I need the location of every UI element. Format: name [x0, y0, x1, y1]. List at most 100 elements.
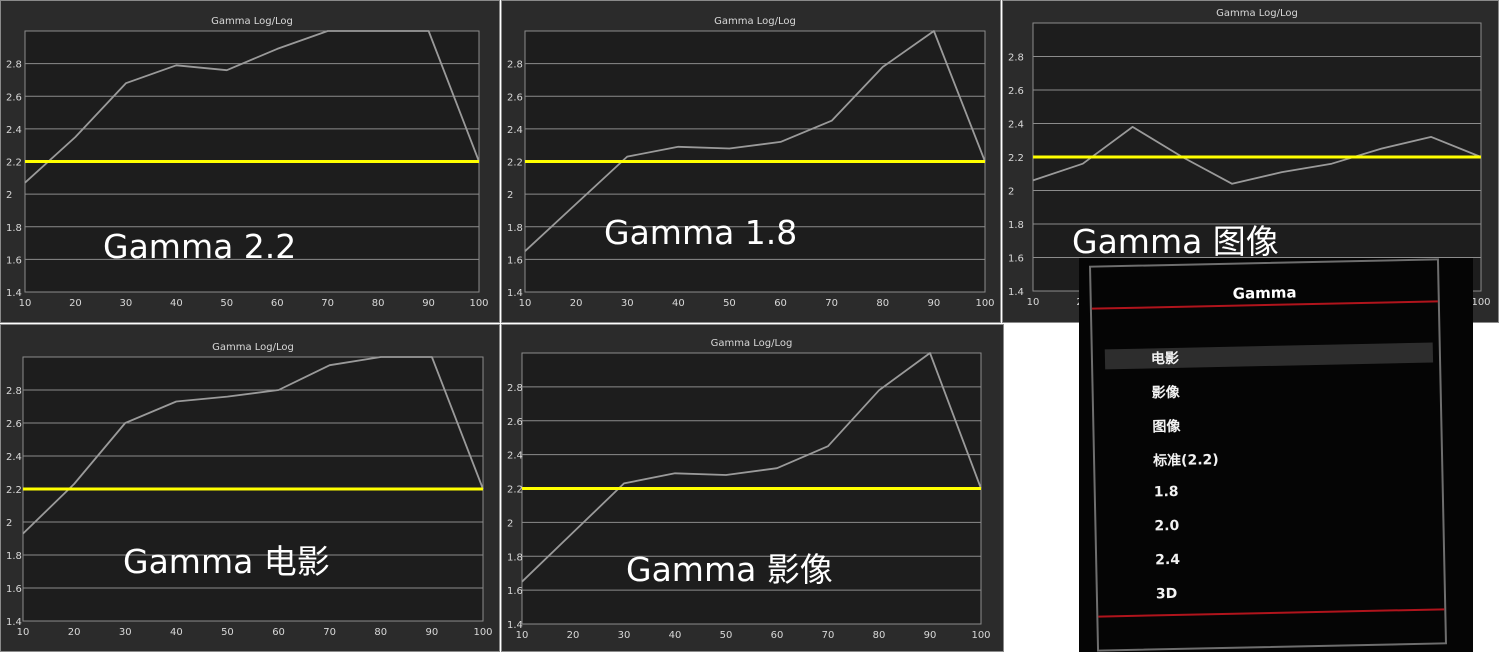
y-tick-label: 2.2 [6, 158, 22, 169]
y-tick-label: 1.8 [507, 552, 523, 563]
x-tick-label: 40 [170, 298, 183, 309]
y-tick-label: 1.8 [6, 551, 22, 562]
x-tick-label: 40 [170, 627, 183, 638]
chart-title: Gamma Log/Log [211, 16, 293, 27]
y-tick-label: 2.2 [6, 485, 22, 496]
osd-item-3d[interactable]: 3D [1155, 585, 1178, 603]
osd-item-image[interactable]: 图像 [1152, 418, 1181, 436]
chart-title: Gamma Log/Log [212, 342, 294, 353]
x-tick-label: 20 [68, 627, 81, 638]
x-tick-label: 20 [570, 298, 583, 309]
measured-gamma-line [22, 356, 484, 535]
y-tick-label: 2.8 [6, 60, 22, 71]
x-tick-label: 100 [975, 298, 994, 309]
x-tick-label: 40 [672, 298, 685, 309]
x-tick-label: 50 [221, 627, 234, 638]
x-tick-label: 50 [723, 298, 736, 309]
x-tick-label: 90 [924, 630, 937, 641]
x-tick-label: 60 [271, 298, 284, 309]
x-tick-label: 70 [323, 627, 336, 638]
gamma-chart-image: Gamma Log/Log1.41.61.822.22.42.62.810203… [1008, 8, 1491, 308]
chart-title: Gamma Log/Log [714, 16, 796, 27]
y-tick-label: 2.4 [6, 452, 22, 463]
measured-gamma-line [524, 30, 986, 252]
gamma-chart-1-8: Gamma Log/Log 1.4 1.6 1.8 2 2.2 2.4 2.6 2.8 10 20 3… [507, 16, 995, 309]
chart-label-gamma-image: Gamma 图像 [1072, 222, 1279, 261]
x-tick-label: 90 [422, 298, 435, 309]
x-tick-label: 70 [825, 298, 838, 309]
x-tick-label: 10 [19, 298, 32, 309]
chart-label-gamma-movie: Gamma 电影 [123, 542, 330, 581]
x-tick-label: 80 [372, 298, 385, 309]
x-tick-label: 30 [621, 298, 634, 309]
x-tick-label: 80 [374, 627, 387, 638]
y-tick-label: 2.4 [6, 125, 22, 136]
x-tick-label: 60 [774, 298, 787, 309]
y-tick-label: 1.6 [507, 255, 523, 266]
measured-gamma-line [24, 30, 480, 184]
x-tick-label: 50 [220, 298, 233, 309]
y-tick-label: 1.4 [507, 288, 523, 299]
y-tick-label: 2.6 [507, 92, 523, 103]
x-tick-label: 70 [321, 298, 334, 309]
y-tick-label: 1.4 [1008, 287, 1024, 298]
y-tick-label: 1.4 [6, 617, 22, 628]
y-tick-label: 2 [1008, 187, 1014, 198]
osd-item-2-4[interactable]: 2.4 [1155, 551, 1181, 569]
y-tick-label: 2.8 [6, 386, 22, 397]
y-tick-label: 2 [6, 190, 12, 201]
y-tick-label: 2.4 [1008, 120, 1024, 131]
x-tick-label: 90 [426, 627, 439, 638]
x-tick-label: 30 [120, 298, 133, 309]
x-tick-label: 80 [873, 630, 886, 641]
gamma-chart-panel-movie: Gamma Log/Log 1.4 1.6 1.8 2 2.2 2.4 2.6 2.8 10 20 3… [0, 324, 500, 652]
x-tick-label: 40 [669, 630, 682, 641]
gamma-chart-movie: Gamma Log/Log 1.4 1.6 1.8 2 2.2 2.4 2.6 2.8 10 20 3… [6, 342, 493, 638]
x-tick-label: 90 [928, 298, 941, 309]
x-tick-label: 80 [876, 298, 889, 309]
x-tick-label: 30 [618, 630, 631, 641]
osd-item-1-8[interactable]: 1.8 [1153, 483, 1179, 501]
y-tick-label: 1.4 [507, 620, 523, 631]
measured-gamma-line [521, 352, 982, 583]
y-tick-label: 1.8 [507, 223, 523, 234]
gamma-osd-menu-photo: Gamma 电影 影像 图像 标准(2.2) 1.8 2.0 2.4 3D [1079, 258, 1473, 652]
y-tick-label: 2.8 [1008, 53, 1024, 64]
x-tick-label: 10 [1027, 297, 1040, 308]
x-tick-label: 70 [822, 630, 835, 641]
gamma-chart-2-2: Gamma Log/Log 1.4 1.6 1.8 2 2.2 2.4 2.6 2.8 10 20 3… [6, 16, 489, 309]
y-tick-label: 2 [6, 518, 12, 529]
x-tick-label: 10 [516, 630, 529, 641]
y-tick-label: 2.8 [507, 383, 523, 394]
osd-item-2-0[interactable]: 2.0 [1154, 517, 1180, 535]
y-tick-label: 2.6 [1008, 86, 1024, 97]
y-tick-label: 2 [507, 190, 513, 201]
osd-item-standard-2-2[interactable]: 标准(2.2) [1152, 452, 1219, 470]
y-tick-label: 2.2 [1008, 153, 1024, 164]
gamma-chart-panel-1-8: Gamma Log/Log 1.4 1.6 1.8 2 2.2 2.4 2.6 2.8 10 20 3… [501, 0, 1001, 323]
x-tick-label: 100 [473, 627, 492, 638]
y-tick-label: 1.8 [1008, 220, 1024, 231]
x-tick-label: 100 [469, 298, 488, 309]
gamma-chart-panel-2-2: Gamma Log/Log 1.4 1.6 1.8 2 2.2 2.4 2.6 2.8 10 20 3… [0, 0, 500, 323]
x-tick-label: 100 [1471, 297, 1490, 308]
y-tick-label: 2.4 [507, 125, 523, 136]
chart-title: Gamma Log/Log [711, 338, 793, 349]
y-tick-label: 2 [507, 518, 513, 529]
y-tick-label: 2.6 [507, 417, 523, 428]
y-tick-label: 2.6 [6, 419, 22, 430]
y-tick-label: 2.4 [507, 451, 523, 462]
measured-gamma-line [1032, 126, 1482, 185]
x-tick-label: 100 [971, 630, 990, 641]
osd-item-movie[interactable]: 电影 [1104, 342, 1434, 370]
x-tick-label: 20 [69, 298, 82, 309]
x-tick-label: 60 [771, 630, 784, 641]
chart-label-gamma-1-8: Gamma 1.8 [604, 213, 798, 252]
x-tick-label: 50 [720, 630, 733, 641]
osd-menu-frame: Gamma 电影 影像 图像 标准(2.2) 1.8 2.0 2.4 3D [1088, 258, 1448, 652]
x-tick-label: 10 [17, 627, 30, 638]
osd-item-video[interactable]: 影像 [1151, 384, 1180, 402]
chart-label-gamma-2-2: Gamma 2.2 [103, 227, 297, 266]
x-tick-label: 20 [567, 630, 580, 641]
chart-title: Gamma Log/Log [1216, 8, 1298, 19]
